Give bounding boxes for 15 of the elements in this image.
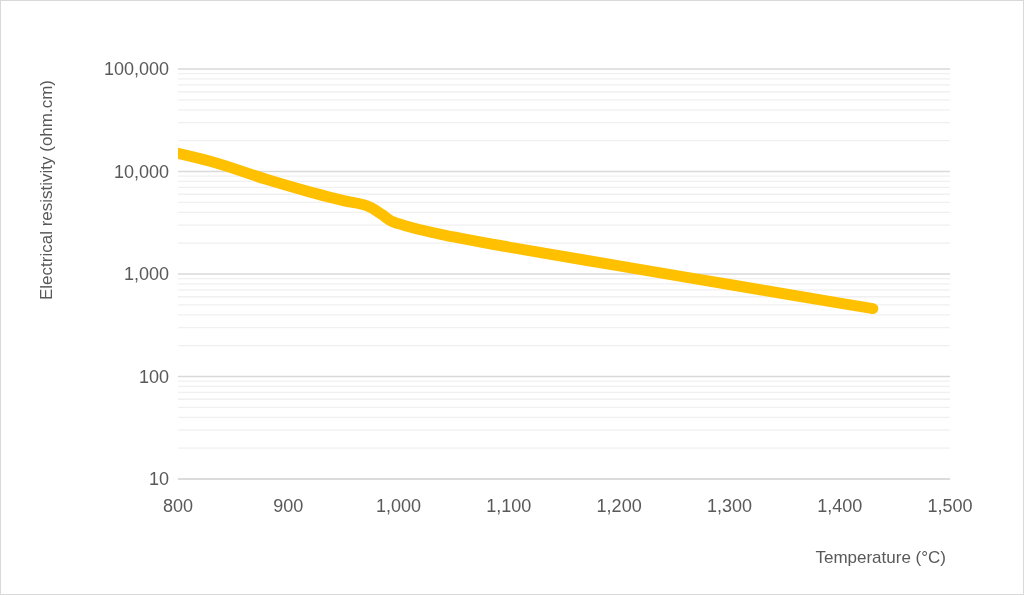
y-tick-label: 100,000 [103,59,169,80]
x-axis-title: Temperature (°C) [815,548,946,567]
y-tick-label: 10 [148,469,169,490]
x-tick-label: 1,400 [817,495,863,516]
x-tick-label: 1,300 [706,495,752,516]
x-tick-label: 800 [162,495,194,516]
x-tick-label: 1,200 [596,495,642,516]
x-tick-label: 1,100 [486,495,532,516]
y-tick-label: 10,000 [113,161,169,182]
x-tick-label: 900 [273,495,304,516]
y-axis-title: Electrical resistivity (ohm.cm) [36,79,56,301]
y-tick-label: 100 [138,366,169,387]
x-tick-label: 1,500 [927,495,973,516]
x-tick-label: 1,000 [376,495,422,516]
y-tick-label: 1,000 [123,264,169,285]
